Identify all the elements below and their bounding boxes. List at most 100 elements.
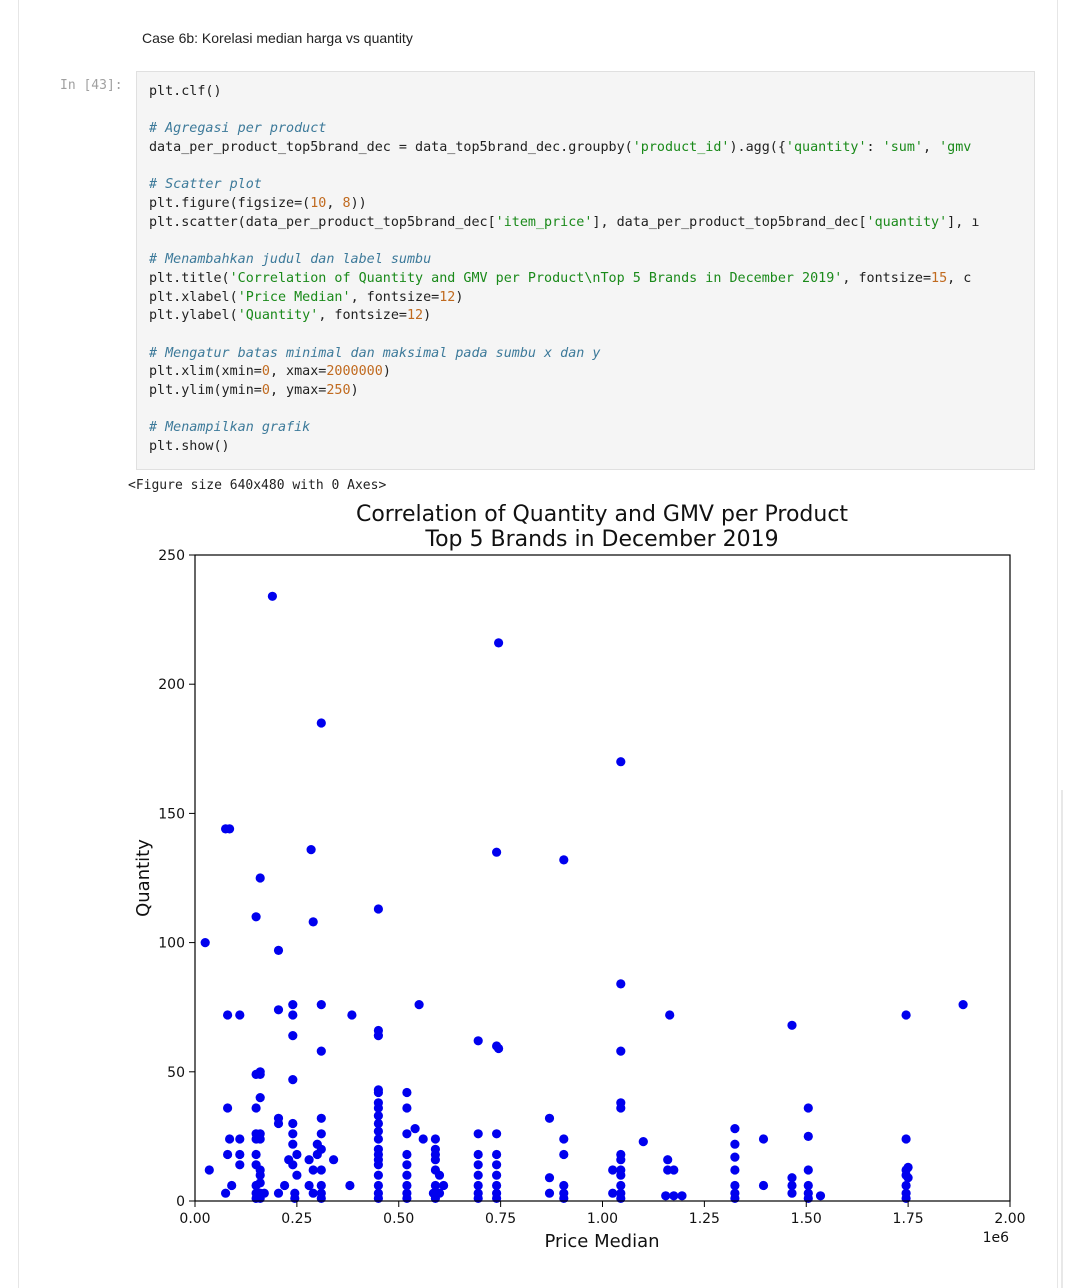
code-token: # Mengatur batas minimal dan maksimal pa… [149,345,601,361]
cell-output-text: <Figure size 640x480 with 0 Axes> [128,478,387,493]
code-token: 'Correlation of Quantity and GMV per Pro… [229,270,843,286]
scatter-point [414,1000,424,1010]
code-token: plt.figure(figsize=( [149,196,311,212]
scatter-point [492,847,502,857]
scatter-point [901,1134,911,1144]
code-token: 'product_id' [632,140,730,156]
scatter-point [402,1103,412,1113]
code-line: plt.clf() [149,83,979,102]
scatter-point [402,1149,412,1160]
x-axis-offset-label: 1e6 [983,1230,1010,1246]
scatter-point [373,904,383,914]
scatter-point [616,1170,626,1180]
scatter-point [255,1069,265,1079]
code-editor[interactable]: plt.clf() # Agregasi per product data_per_… [149,83,979,457]
code-token: # Scatter plot [149,177,262,193]
scatter-point [803,1131,813,1141]
scatter-point [227,1180,237,1191]
code-line: plt.figure(figsize=(10, 8)) [149,195,979,214]
scatter-point [251,912,261,922]
code-token: plt.clf() [149,84,222,99]
code-token: 'gmv [939,140,972,156]
scatter-point [430,1180,440,1191]
x-tick-label: 1.25 [689,1211,720,1227]
scatter-point [661,1191,671,1201]
y-tick-label: 150 [158,806,185,822]
scatter-point [316,1180,326,1191]
code-token: , c [947,270,972,286]
scatter-point [616,1103,626,1113]
scatter-point [373,1134,383,1144]
scatter-point [255,873,265,883]
scatter-point [402,1170,412,1180]
scatter-point [373,1118,383,1129]
chart-title: Correlation of Quantity and GMV per Prod… [356,502,848,527]
scatter-point [223,1010,233,1020]
scatter-point [373,1111,383,1121]
scatter-point [373,1031,383,1041]
scatter-point [316,1165,326,1175]
x-tick-label: 1.75 [893,1211,924,1227]
notebook-frame [18,0,1058,1288]
scatter-point [473,1129,483,1139]
scatter-point [308,917,318,927]
x-tick-label: 0.50 [383,1211,414,1227]
scatter-point [616,979,626,989]
scatter-point [439,1180,449,1191]
scatter-point [608,1165,618,1175]
code-cell[interactable]: plt.clf() # Agregasi per product data_per_… [136,71,1035,470]
scatter-point [544,1188,555,1198]
scatter-point [235,1134,245,1144]
scatter-point [616,757,626,767]
scatter-point [304,1155,314,1165]
scatter-point [373,1193,383,1203]
scatter-point [473,1193,483,1203]
code-line: # Menambahkan judul dan label sumbu [149,251,979,270]
scatter-point [288,1118,298,1129]
scatter-point [815,1191,826,1201]
y-tick-label: 250 [158,548,185,564]
code-token: plt.title( [149,270,230,286]
code-token: plt.show() [149,439,230,455]
scatter-point [316,1000,326,1010]
scatter-point [903,1173,913,1183]
code-line: # Agregasi per product [149,120,979,139]
scatter-point [290,1193,300,1203]
scatter-point [430,1193,440,1203]
y-axis: 0 50 100 150 200 250 [158,548,195,1210]
scatter-point [669,1191,679,1201]
scatter-point [559,1180,569,1191]
scatter-point [292,1170,302,1180]
scatter-point [492,1193,502,1203]
scatter-point [288,1031,298,1041]
scatter-point [544,1113,555,1123]
code-token: 0 [261,383,270,398]
scatter-point [373,1180,383,1191]
scatter-point [559,1149,569,1160]
code-token: plt.xlabel( [149,289,238,305]
scatter-point [787,1180,797,1191]
scatter-point [273,945,284,956]
code-line: plt.ylim(ymin=0, ymax=250) [149,382,979,401]
scatter-point [255,1093,265,1103]
code-line: plt.show() [149,438,979,457]
x-tick-label: 0.25 [281,1211,312,1227]
scatter-point [273,1188,284,1198]
code-line: data_per_product_top5brand_dec = data_to… [149,139,979,158]
code-token: , [922,140,940,156]
y-tick-label: 200 [158,677,185,693]
code-token: , fontsize= [350,289,440,305]
scatter-point [373,1087,383,1098]
scatter-point [373,1103,383,1113]
x-tick-label: 0.75 [485,1211,516,1227]
scatter-point [803,1193,813,1203]
scatter-point [255,1193,265,1203]
scatter-point [608,1188,618,1198]
scatter-point [347,1010,357,1020]
scatter-point [494,1043,504,1054]
code-token: ], data_per_product_top5brand_dec[ [592,214,867,230]
scatter-point [373,1160,383,1170]
scatter-point [402,1180,412,1191]
code-line: plt.ylabel('Quantity', fontsize=12) [149,307,979,326]
